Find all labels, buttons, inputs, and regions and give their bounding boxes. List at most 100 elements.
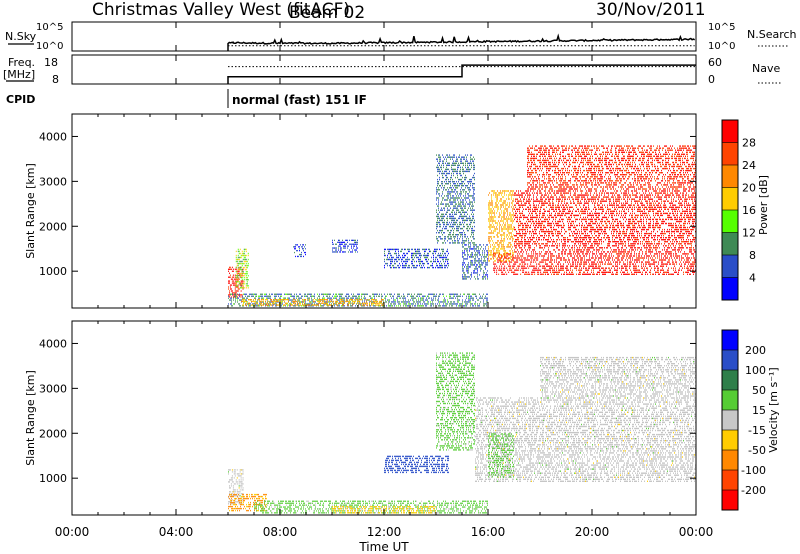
scatter-cell — [407, 252, 408, 255]
scatter-cell — [693, 257, 694, 259]
scatter-cell — [528, 253, 530, 255]
scatter-cell — [518, 226, 519, 229]
scatter-cell — [543, 267, 545, 269]
scatter-cell — [274, 293, 275, 295]
scatter-cell — [562, 267, 563, 269]
scatter-cell — [407, 260, 408, 263]
scatter-cell — [593, 269, 594, 271]
scatter-cell — [465, 185, 466, 187]
scatter-cell — [467, 209, 468, 211]
scatter-cell — [390, 293, 391, 295]
scatter-cell — [457, 234, 458, 236]
scatter-cell — [327, 305, 328, 307]
scatter-cell — [503, 240, 504, 242]
scatter-cell — [689, 265, 690, 267]
scatter-cell — [504, 253, 506, 255]
scatter-cell — [570, 263, 571, 265]
scatter-cell — [478, 260, 479, 262]
scatter-cell — [463, 225, 464, 228]
scatter-cell — [457, 191, 458, 193]
scatter-cell — [413, 295, 414, 297]
scatter-cell — [336, 300, 337, 303]
scatter-cell — [473, 297, 474, 299]
scatter-cell — [468, 272, 469, 274]
scatter-cell — [483, 274, 484, 276]
scatter-cell — [486, 244, 487, 246]
scatter-cell — [367, 293, 368, 295]
scatter-cell — [569, 271, 570, 273]
scatter-cell — [453, 174, 454, 177]
scatter-cell — [453, 242, 454, 244]
scatter-cell — [677, 273, 678, 275]
scatter-cell — [471, 264, 472, 266]
scatter-cell — [628, 253, 629, 255]
scatter-cell — [343, 302, 344, 304]
scatter-cell — [263, 297, 264, 299]
scatter-cell — [527, 259, 529, 261]
scatter-cell — [378, 304, 379, 306]
scatter-cell — [393, 248, 394, 251]
scatter-cell — [619, 261, 620, 263]
scatter-cell — [568, 253, 569, 255]
scatter-cell — [465, 234, 466, 236]
scatter-cell — [294, 295, 295, 297]
scatter-cell — [524, 263, 526, 265]
scatter-cell — [261, 300, 262, 303]
scatter-cell — [462, 295, 463, 297]
scatter-cell — [347, 303, 348, 305]
scatter-cell — [437, 223, 438, 226]
scatter-cell — [369, 302, 370, 304]
scatter-cell — [364, 297, 365, 299]
scatter-cell — [447, 164, 448, 166]
scatter-cell — [452, 240, 453, 242]
scatter-cell — [365, 303, 366, 305]
scatter-cell — [327, 304, 328, 306]
scatter-cell — [470, 301, 471, 303]
scatter-cell — [393, 266, 394, 269]
scatter-cell — [503, 190, 504, 192]
scatter-cell — [414, 293, 415, 295]
scatter-cell — [477, 303, 478, 305]
scatter-cell — [451, 166, 452, 169]
scatter-cell — [231, 293, 232, 295]
scatter-cell — [513, 234, 514, 236]
scatter-cell — [287, 302, 288, 304]
scatter-cell — [427, 303, 428, 305]
scatter-cell — [600, 253, 601, 255]
scatter-cell — [436, 189, 437, 191]
scatter-cell — [437, 248, 438, 251]
scatter-cell — [499, 256, 500, 258]
scatter-cell — [516, 235, 517, 237]
scatter-cell — [523, 257, 525, 259]
scatter-cell — [436, 187, 437, 189]
scatter-cell — [235, 260, 237, 263]
nsky-label: N.Sky — [5, 30, 37, 43]
scatter-cell — [289, 299, 290, 301]
scatter-cell — [256, 295, 257, 297]
scatter-cell — [384, 264, 385, 267]
scatter-cell — [473, 199, 474, 201]
scatter-cell — [500, 242, 501, 244]
scatter-cell — [470, 266, 471, 268]
scatter-cell — [329, 299, 330, 301]
scatter-cell — [471, 297, 472, 299]
scatter-cell — [447, 299, 448, 301]
scatter-cell — [428, 248, 429, 251]
scatter-cell — [503, 269, 505, 271]
scatter-cell — [482, 262, 483, 264]
scatter-cell — [384, 260, 385, 263]
scatter-cell — [517, 202, 518, 204]
scatter-cell — [551, 261, 552, 263]
scatter-cell — [328, 300, 329, 303]
scatter-cell — [445, 256, 446, 259]
scatter-cell — [454, 199, 455, 201]
scatter-cell — [315, 301, 316, 303]
scatter-cell — [317, 303, 318, 305]
scatter-cell — [428, 266, 429, 269]
scatter-cell — [525, 273, 527, 275]
scatter-cell — [439, 211, 440, 213]
scatter-cell — [470, 278, 471, 280]
scatter-cell — [442, 197, 443, 199]
scatter-cell — [633, 265, 634, 267]
scatter-cell — [661, 261, 662, 263]
